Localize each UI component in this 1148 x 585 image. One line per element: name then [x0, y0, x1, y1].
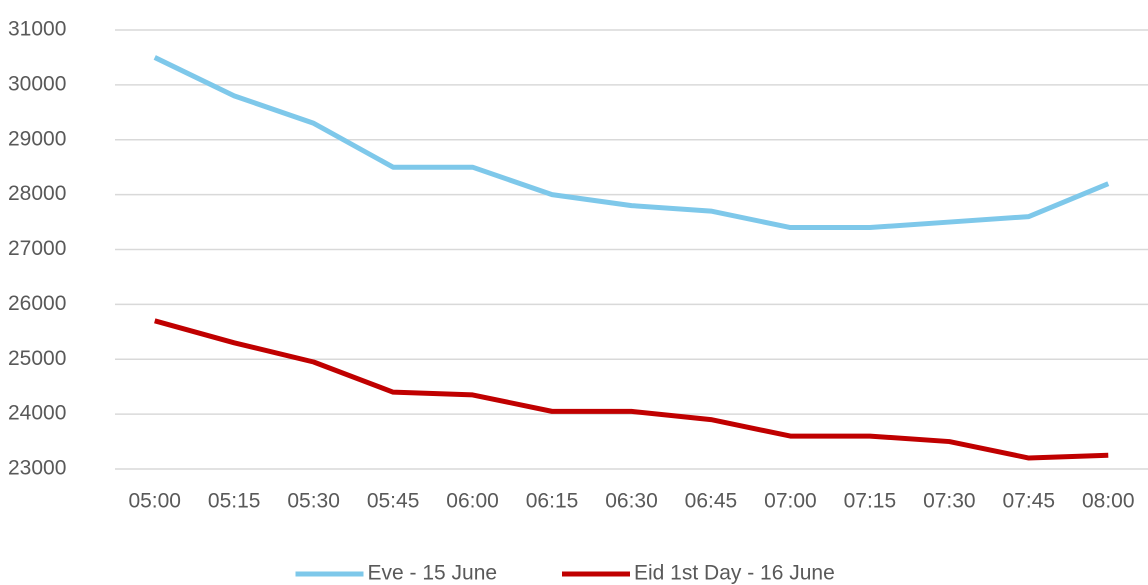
y-tick-label: 24000: [8, 402, 66, 425]
x-tick-label: 06:30: [605, 490, 658, 513]
y-tick-label: 27000: [8, 237, 66, 260]
x-tick-label: 05:30: [287, 490, 340, 513]
x-tick-label: 07:15: [844, 490, 897, 513]
x-tick-label: 06:00: [446, 490, 499, 513]
y-tick-label: 26000: [8, 292, 66, 315]
x-tick-label: 06:15: [526, 490, 579, 513]
legend-label: Eve - 15 June: [368, 562, 498, 585]
x-tick-label: 06:45: [685, 490, 738, 513]
y-tick-label: 30000: [8, 72, 66, 95]
x-tick-label: 07:00: [764, 490, 817, 513]
y-tick-label: 29000: [8, 127, 66, 150]
data-line: [153, 55, 1110, 231]
y-tick-label: 31000: [8, 18, 66, 41]
x-tick-label: 05:15: [208, 490, 261, 513]
data-line: [154, 318, 1109, 461]
legend-label: Eid 1st Day - 16 June: [634, 562, 835, 585]
x-tick-label: 05:45: [367, 490, 420, 513]
y-tick-label: 23000: [8, 457, 66, 480]
y-tick-label: 25000: [8, 347, 66, 370]
y-tick-label: 28000: [8, 182, 66, 205]
x-tick-label: 08:00: [1082, 490, 1135, 513]
x-tick-label: 07:45: [1003, 490, 1056, 513]
x-tick-label: 07:30: [923, 490, 976, 513]
x-tick-label: 05:00: [128, 490, 181, 513]
